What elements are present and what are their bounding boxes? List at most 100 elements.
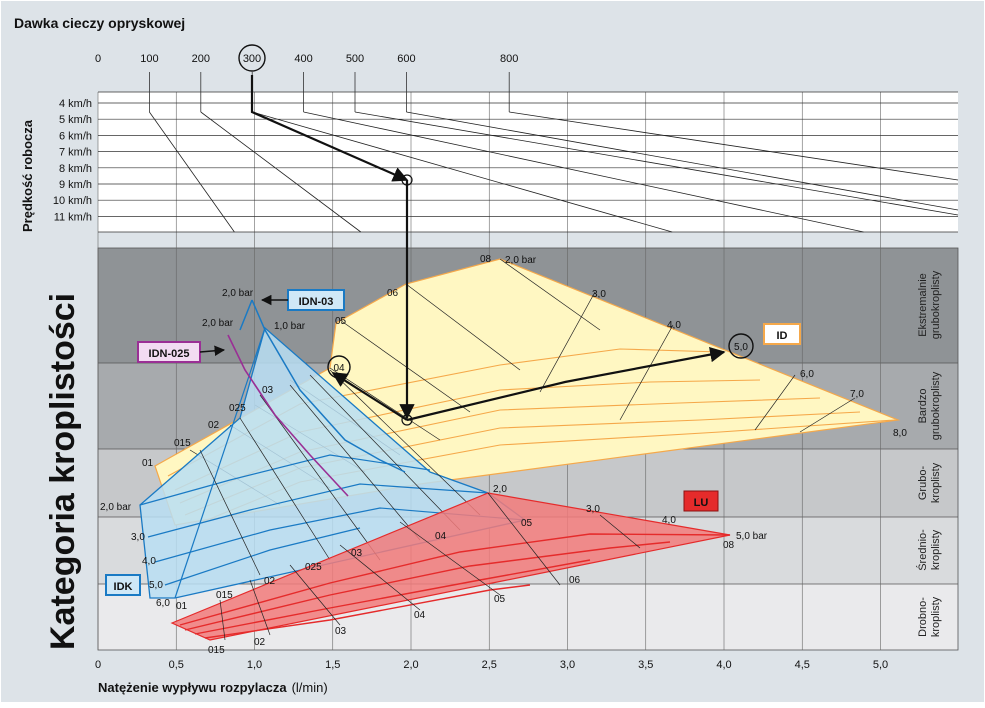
idk-size-label: 015 [216,590,233,601]
id-size-label: 02 [208,420,220,431]
speed-tick-label: 11 km/h [54,211,92,223]
id-size-label: 025 [229,403,246,414]
category-label-line: kroplisty [930,462,942,503]
flow-tick-label: 3,5 [638,659,653,671]
flow-tick-label: 5,0 [873,659,888,671]
speed-tick-label: 7 km/h [59,147,92,159]
flow-tick-label: 0 [95,659,101,671]
dose-tick-label: 600 [397,53,415,65]
dose-tick-label: 400 [294,53,312,65]
idn-025-line [227,334,349,497]
dose-line [252,111,673,233]
dose-tick-label: 100 [140,53,158,65]
example-flow-value: 04 [333,363,345,374]
flow-tick-label: 2,0 [403,659,418,671]
id-pressure-label: 4,0 [667,320,681,331]
category-label: Średnio-kroplisty [916,529,942,571]
flow-tick-label: 0,5 [169,659,184,671]
dose-line [354,111,959,216]
category-label-line: Drobno- [917,597,929,637]
idk-pressure-label: 5,0 [149,580,163,591]
intersection-marker [401,174,413,186]
flow-axis-label: Natężenie wypływu rozpylacza (l/min) [98,680,328,695]
example-pressure-value: 5,0 [734,342,748,353]
tag-idn03: IDN-03 [299,296,334,308]
id-size-label: 015 [174,438,191,449]
id-size-label: 05 [335,316,347,327]
example-flow-circle [327,355,351,379]
category-label-line: Ekstremalnie [917,273,929,337]
tag-lu: LU [694,497,709,509]
dose-diagonal-lines [148,72,959,233]
flow-axis-label-bold: Natężenie wypływu rozpylacza [98,680,287,695]
idn025-pointer [199,345,226,357]
intersection-marker [401,414,413,426]
tag-id: ID [777,330,788,342]
id-pressure-label: 3,0 [592,289,606,300]
axis-labels: 0 0,5 1,0 1,5 2,0 2,5 3,0 3,5 4,0 4,5 5,0 4 km/h 5 k… [53,53,942,671]
idk-size-label: 04 [435,531,447,542]
idk-pressure-label: 3,0 [131,532,145,543]
tag-idn025: IDN-025 [149,348,190,360]
category-label-line: grubokroplisty [930,270,942,339]
category-label: Bardzogrubokroplisty [917,371,942,440]
speed-tick-label: 9 km/h [59,179,92,191]
dose-line [509,111,959,181]
droplet-axis-label: Kategoria kroplistości [44,293,82,650]
speed-tick-label: 8 km/h [59,163,92,175]
speed-tick-label: 6 km/h [59,130,92,142]
dose-line [303,111,864,233]
category-label-line: kroplisty [930,529,942,570]
dose-tick-label: 0 [95,53,101,65]
dose-line [200,111,362,233]
id-size-label: 06 [387,288,399,299]
flow-tick-label: 4,5 [795,659,810,671]
example-path [250,75,726,422]
speed-lines [98,91,958,233]
lu-pressure-label: 4,0 [662,515,676,526]
lu-size-label: 02 [254,637,266,648]
id-pressure-label: 7,0 [850,389,864,400]
example-dose-circle [238,44,266,72]
lu-pressure-label: 2,0 [493,484,507,495]
example-dose-value: 300 [243,53,261,65]
idk-size-label: 025 [305,562,322,573]
id-size-label: 08 [480,254,492,265]
category-label-line: kroplisty [930,596,942,637]
category-label: Ekstremalniegrubokroplisty [917,270,942,339]
idn03-label: 2,0 bar [222,288,254,299]
idk-pressure-label: 4,0 [142,556,156,567]
tag-lu-box [683,490,719,512]
speed-axis-label: Prędkość robocza [20,119,35,232]
flow-axis-label-unit: (l/min) [292,680,328,695]
dose-tick-label: 200 [192,53,210,65]
id-pressure-label: 2,0 bar [505,255,537,266]
lu-pressure-label: 3,0 [586,504,600,515]
idk-size-label: 03 [351,548,363,559]
flow-tick-label: 1,5 [325,659,340,671]
flow-tick-label: 2,5 [482,659,497,671]
speed-panel [98,92,958,232]
category-label-line: grubokroplisty [930,371,942,440]
category-label: Drobno-kroplisty [917,596,942,637]
tag-idk-box [105,574,141,596]
lu-size-label: 08 [723,540,735,551]
lu-size-label: 03 [335,626,347,637]
idn025-label: 2,0 bar [202,318,234,329]
idk-size-label: 02 [264,576,276,587]
chart-title: Dawka cieczy opryskowej [14,15,185,31]
flow-tick-label: 3,0 [560,659,575,671]
lu-size-label: 04 [414,610,426,621]
dose-tick-label: 500 [346,53,364,65]
labels: Dawka cieczy opryskowej Prędkość robocza… [14,15,907,695]
speed-tick-label: 10 km/h [53,195,92,207]
idk-pressure-label: 6,0 [156,598,170,609]
lu-nozzle-region [170,492,731,641]
id-pressure-label: 6,0 [800,369,814,380]
flow-tick-label: 4,0 [716,659,731,671]
idk-pressure-label: 2,0 bar [100,502,132,513]
idk-size-label: 05 [521,518,533,529]
example-pressure-circle [728,333,754,359]
